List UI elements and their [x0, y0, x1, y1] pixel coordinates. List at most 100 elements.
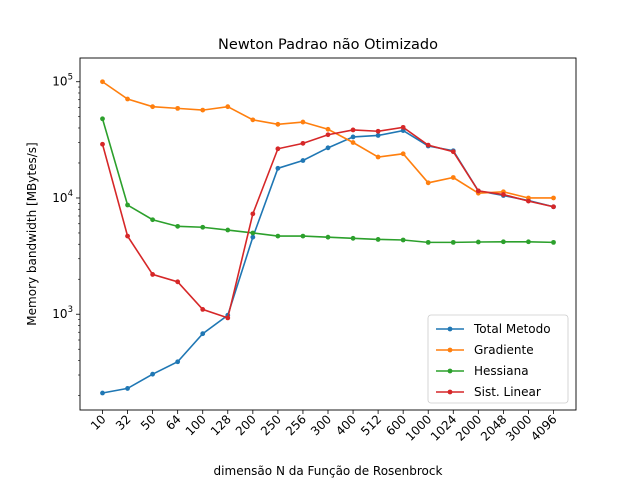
- legend-marker: [447, 326, 453, 332]
- y-tick-base: 10: [52, 75, 67, 89]
- series-line: [102, 81, 554, 199]
- series-layer: [100, 79, 556, 396]
- legend-label: Gradiente: [474, 343, 534, 357]
- x-tick-label: 1024: [428, 412, 459, 443]
- x-tick-label: 64: [163, 412, 184, 433]
- data-point: [526, 239, 531, 245]
- data-point: [250, 230, 256, 236]
- x-axis-label: dimensão N da Função de Rosenbrock: [214, 464, 443, 478]
- x-tick-label: 300: [308, 412, 334, 438]
- data-point: [475, 188, 481, 194]
- legend-box: [427, 314, 569, 404]
- y-tick-base: 10: [52, 307, 67, 321]
- data-point: [375, 133, 381, 138]
- data-point: [400, 151, 406, 157]
- data-point: [350, 127, 356, 133]
- data-point: [500, 192, 506, 197]
- data-point: [450, 175, 456, 180]
- data-point: [100, 390, 105, 396]
- data-point: [125, 202, 130, 208]
- legend-marker: [447, 347, 453, 353]
- legend-marker: [447, 368, 453, 374]
- x-tick-label: 400: [333, 412, 359, 438]
- data-point: [300, 140, 306, 146]
- data-point: [325, 234, 331, 240]
- data-point: [200, 307, 206, 312]
- data-point: [175, 105, 181, 111]
- y-tick-exponent: 5: [68, 73, 73, 83]
- data-point: [475, 239, 481, 245]
- data-point: [275, 165, 281, 171]
- data-point: [500, 239, 506, 245]
- data-point: [275, 121, 281, 127]
- data-point: [275, 146, 281, 152]
- data-point: [400, 124, 406, 130]
- data-point: [425, 142, 431, 148]
- data-point: [375, 154, 381, 160]
- x-tick-label: 2000: [453, 412, 484, 443]
- legend-item: Total Metodo: [436, 322, 551, 336]
- legend-item: Sist. Linear: [436, 385, 541, 399]
- y-tick-exponent: 4: [68, 189, 73, 199]
- data-point: [375, 237, 381, 242]
- data-point: [325, 145, 331, 151]
- x-tick-label: 10: [88, 412, 109, 433]
- y-axis-label: Memory bandwidth [MBytes/s]: [25, 142, 39, 325]
- legend-item: Hessiana: [436, 364, 529, 378]
- x-tick-label: 250: [258, 412, 284, 438]
- series-line: [101, 118, 554, 244]
- series-gradiente: [100, 79, 556, 201]
- legend-label: Sist. Linear: [474, 385, 541, 399]
- x-tick-label: 2048: [478, 412, 509, 443]
- data-point: [325, 126, 331, 132]
- x-tick-label: 100: [183, 412, 209, 438]
- data-point: [551, 239, 556, 245]
- data-point: [275, 233, 281, 239]
- data-point: [250, 234, 256, 240]
- x-tick-label: 50: [138, 412, 159, 433]
- data-point: [300, 233, 306, 239]
- legend-label: Hessiana: [474, 364, 529, 378]
- x-axis: 10 32 50 6410012820025025630040051260010001…: [88, 410, 560, 444]
- data-point: [125, 233, 130, 239]
- data-point: [200, 224, 206, 230]
- data-point: [175, 223, 181, 229]
- x-tick-label: 1000: [403, 412, 434, 443]
- data-point: [150, 104, 156, 110]
- data-point: [450, 239, 456, 245]
- data-point: [100, 116, 105, 122]
- chart-title: Newton Padrao não Otimizado: [218, 37, 438, 53]
- data-point: [425, 239, 431, 245]
- data-point: [225, 104, 231, 110]
- data-point: [300, 119, 306, 125]
- data-point: [350, 235, 356, 241]
- x-tick-label: 32: [113, 412, 134, 433]
- data-point: [526, 198, 531, 204]
- series-sist-linear: [100, 124, 556, 321]
- data-point: [150, 272, 156, 277]
- data-point: [225, 227, 231, 233]
- data-point: [450, 149, 456, 155]
- legend-item: Gradiente: [436, 343, 534, 357]
- data-point: [325, 132, 331, 138]
- x-tick-label: 256: [283, 412, 309, 438]
- data-point: [551, 195, 556, 201]
- data-point: [400, 237, 406, 243]
- y-tick-label: 105: [52, 73, 73, 89]
- data-point: [175, 359, 181, 365]
- data-point: [200, 331, 206, 337]
- y-tick-label: 103: [52, 305, 73, 321]
- x-tick-label: 200: [233, 412, 259, 438]
- data-point: [250, 211, 256, 217]
- data-point: [551, 204, 556, 210]
- plot-frame: [79, 57, 577, 411]
- y-tick-label: 104: [52, 189, 73, 205]
- series-line: [101, 126, 554, 319]
- data-point: [350, 134, 356, 140]
- data-point: [150, 371, 156, 377]
- data-point: [200, 107, 206, 113]
- data-point: [300, 158, 306, 163]
- data-point: [250, 117, 256, 123]
- x-tick-label: 3000: [503, 412, 534, 443]
